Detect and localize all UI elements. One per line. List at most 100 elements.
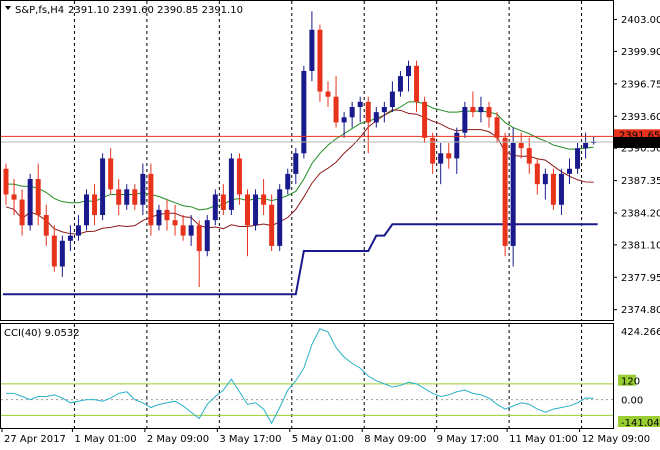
candle-body <box>591 141 597 144</box>
candle-body <box>3 168 9 195</box>
candle-body <box>357 101 363 107</box>
time-axis: 27 Apr 2017 1 May 01:00 2 May 09:00 3 May 1… <box>1 428 650 445</box>
cci-level-marker <box>618 374 636 386</box>
candle-body <box>534 163 540 185</box>
candle-body <box>75 225 81 236</box>
candle-body <box>188 225 194 236</box>
candle-body <box>132 189 138 205</box>
cci-min-marker <box>618 416 660 427</box>
stop-line-indicator <box>3 223 598 296</box>
ohlc-readout: 2391.10 2391.60 2390.85 2391.10 <box>68 5 243 16</box>
red-level-marker <box>614 129 660 141</box>
candle-body <box>333 96 339 123</box>
candle-body <box>156 209 162 226</box>
candle-body <box>478 106 484 113</box>
candle-body <box>526 148 532 164</box>
time-tick-label: 8 May 09:00 <box>364 434 426 445</box>
candle-body <box>277 189 283 246</box>
candle-body <box>567 168 572 174</box>
time-tick-label: 1 May 01:00 <box>74 434 136 445</box>
candle-body <box>301 70 307 154</box>
candle-body <box>124 189 130 205</box>
candle-body <box>373 112 379 123</box>
cci-tick-label: 424.2662 <box>621 327 660 338</box>
candlesticks <box>3 11 597 288</box>
price-tick-label: 2390.50 <box>621 144 660 155</box>
candle-body <box>116 189 122 205</box>
candle-body <box>11 194 17 200</box>
candle-body <box>365 101 371 123</box>
candle-body <box>100 158 106 216</box>
cci-pane-border <box>0 323 614 429</box>
candle-body <box>518 143 524 149</box>
chevron-down-icon[interactable] <box>5 6 11 10</box>
current-price-label: 2391.10 <box>619 138 660 149</box>
candle-body <box>470 106 476 113</box>
candle-body <box>341 117 347 123</box>
candle-body <box>422 101 428 138</box>
candle-body <box>261 194 267 205</box>
price-tick-label: 2399.90 <box>621 47 660 58</box>
candle-body <box>349 106 355 118</box>
candle-body <box>510 143 516 246</box>
candle-body <box>245 194 250 226</box>
candle-body <box>389 91 395 107</box>
candle-body <box>43 215 49 236</box>
candle-body <box>19 199 25 226</box>
candle-body <box>325 91 331 97</box>
candle-body <box>253 194 259 226</box>
candle-body <box>494 117 500 138</box>
red-level-label: 2391.65 <box>619 130 660 141</box>
candle-body <box>27 179 33 226</box>
candle-body <box>542 173 548 185</box>
candle-body <box>414 65 420 102</box>
price-tick-label: 2377.95 <box>621 273 660 284</box>
current-price-marker <box>614 136 660 148</box>
candle-body <box>446 153 452 159</box>
candle-body <box>550 173 556 205</box>
candle-body <box>92 194 98 216</box>
cci-line <box>6 328 594 425</box>
cci-tick-label: 120 <box>621 377 640 388</box>
time-tick-label: 2 May 09:00 <box>147 434 209 445</box>
cci-tick-label: 0.00 <box>621 396 643 407</box>
candle-body <box>212 194 218 221</box>
price-tick-label: 2393.60 <box>621 112 660 123</box>
candle-body <box>228 158 234 210</box>
symbol-label: S&P,fs,H4 <box>15 5 64 16</box>
cci-label: CCI(40) 9.0532 <box>4 328 80 339</box>
candle-body <box>438 153 444 164</box>
cci-pane[interactable]: 424.2662 120 0.00 -141.0421 <box>0 323 660 430</box>
cci-series-line <box>6 328 594 425</box>
candle-body <box>204 220 210 252</box>
candle-body <box>67 235 73 241</box>
candle-body <box>180 225 186 236</box>
candle-body <box>454 132 460 159</box>
candle-body <box>285 173 291 190</box>
price-tick-label: 2384.20 <box>621 208 660 219</box>
price-pane[interactable]: 2403.00 2399.90 2396.75 2393.60 2390.50 2387.… <box>0 0 660 321</box>
candle-body <box>397 76 403 92</box>
price-tick-label: 2403.00 <box>621 15 660 26</box>
candle-body <box>140 173 146 205</box>
candle-body <box>59 240 65 267</box>
candle-body <box>269 204 275 246</box>
candle-body <box>172 220 178 226</box>
candle-body <box>575 148 581 169</box>
price-vertical-gridlines <box>73 1 583 320</box>
stop-line <box>3 223 598 296</box>
time-tick-label: 9 May 17:00 <box>437 434 499 445</box>
price-pane-border <box>0 0 614 321</box>
candle-body <box>381 106 387 113</box>
candle-body <box>148 173 154 226</box>
candle-body <box>108 158 114 190</box>
time-tick-label: 11 May 01:00 <box>509 434 578 445</box>
cci-levels <box>1 383 613 416</box>
time-tick-label: 3 May 17:00 <box>219 434 281 445</box>
price-tick-label: 2374.80 <box>621 305 660 316</box>
price-tick-label: 2381.10 <box>621 240 660 251</box>
cci-tick-label: -141.0421 <box>621 418 660 429</box>
candle-body <box>220 194 226 210</box>
